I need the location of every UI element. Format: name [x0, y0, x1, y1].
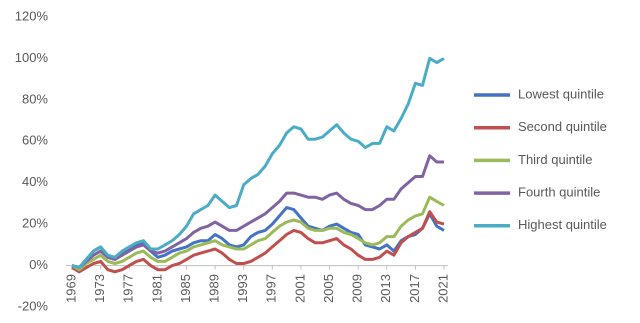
- y-tick-label: 120%: [15, 8, 49, 23]
- x-tick-label: 2013: [378, 274, 393, 303]
- y-tick-label: 40%: [22, 174, 48, 189]
- series-line: [71, 206, 445, 270]
- x-tick-label: 2021: [435, 274, 450, 303]
- legend-label: Highest quintile: [518, 217, 607, 232]
- x-tick-label: 1973: [92, 274, 107, 303]
- x-tick-label: 1969: [63, 274, 78, 303]
- x-tick-label: 1997: [264, 274, 279, 303]
- legend-label: Lowest quintile: [518, 86, 604, 101]
- x-tick-label: 2009: [350, 274, 365, 303]
- x-tick-label: 2017: [407, 274, 422, 303]
- x-tick-label: 2001: [292, 274, 307, 303]
- legend-label: Fourth quintile: [518, 185, 600, 200]
- y-tick-label: 80%: [22, 91, 48, 106]
- legend-label: Third quintile: [518, 152, 592, 167]
- y-tick-label: 60%: [22, 133, 48, 148]
- x-tick-label: 1977: [121, 274, 136, 303]
- x-tick-label: 1985: [178, 274, 193, 303]
- x-tick-label: 1993: [235, 274, 250, 303]
- legend-label: Second quintile: [518, 119, 607, 134]
- y-tick-label: 0%: [29, 257, 48, 272]
- x-tick-label: 1989: [207, 274, 222, 303]
- series-line: [71, 56, 445, 270]
- series-line: [71, 210, 445, 274]
- y-tick-label: 20%: [22, 216, 48, 231]
- x-tick-label: 2005: [321, 274, 336, 303]
- series-line: [71, 154, 444, 270]
- series-line: [71, 195, 445, 272]
- y-tick-label: -20%: [18, 298, 49, 313]
- y-tick-label: 100%: [15, 50, 49, 65]
- x-tick-label: 1981: [149, 274, 164, 303]
